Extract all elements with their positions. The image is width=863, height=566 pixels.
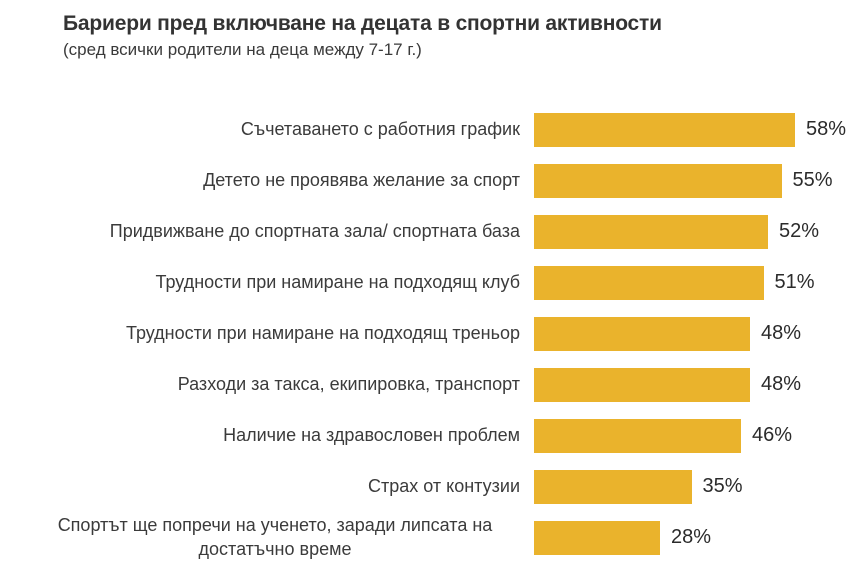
bar-value: 58% <box>806 118 847 140</box>
bar-value: 35% <box>702 475 743 497</box>
bar-label-cell: Спортът ще попречи на ученето, заради ли… <box>30 514 520 561</box>
bar <box>534 112 795 147</box>
bar-row: Спортът ще попречи на ученето, заради ли… <box>30 512 863 563</box>
bar-row: Трудности при намиране на подходящ клуб … <box>30 257 863 308</box>
bar <box>534 163 782 198</box>
bar-label-cell: Придвижване до спортната зала/ спортната… <box>30 220 520 243</box>
bar-cell: 58% <box>534 112 847 147</box>
bar-value: 51% <box>774 271 815 293</box>
chart-title: Бариери пред включване на децата в спорт… <box>63 12 662 35</box>
bar-label: Разходи за такса, екипировка, транспорт <box>177 373 520 394</box>
bar-cell: 51% <box>534 265 815 300</box>
bar-row: Разходи за такса, екипировка, транспорт … <box>30 359 863 410</box>
bar-label: Съчетаването с работния график <box>240 118 520 139</box>
bar-label-cell: Трудности при намиране на подходящ трень… <box>30 322 520 345</box>
bar-label-cell: Детето не проявява желание за спорт <box>30 169 520 192</box>
bar-label: Детето не проявява желание за спорт <box>203 169 520 190</box>
bar-value: 46% <box>752 424 793 446</box>
bar <box>534 520 660 555</box>
bar-label: Трудности при намиране на подходящ клуб <box>155 271 521 292</box>
bar-label-cell: Страх от контузии <box>30 475 520 498</box>
bar-label: Трудности при намиране на подходящ трень… <box>125 322 520 343</box>
bar-label: Придвижване до спортната зала/ спортната… <box>109 220 520 241</box>
bar-value: 48% <box>761 322 802 344</box>
bar-row: Трудности при намиране на подходящ трень… <box>30 308 863 359</box>
bar-value: 48% <box>761 373 802 395</box>
bar-cell: 48% <box>534 316 802 351</box>
bar <box>534 265 764 300</box>
bar-label: Наличие на здравословен проблем <box>223 424 520 445</box>
bar <box>534 367 750 402</box>
bar-row: Съчетаването с работния график 58% <box>30 104 863 155</box>
bar <box>534 469 692 504</box>
bar-label-cell: Трудности при намиране на подходящ клуб <box>30 271 521 294</box>
bar-cell: 35% <box>534 469 743 504</box>
bar-value: 55% <box>792 169 833 191</box>
chart-header: Бариери пред включване на децата в спорт… <box>0 0 863 60</box>
chart-subtitle: (сред всички родители на деца между 7-17… <box>63 40 422 59</box>
bar-label-cell: Съчетаването с работния график <box>30 118 520 141</box>
bar-cell: 55% <box>534 163 833 198</box>
bar <box>534 418 741 453</box>
bar-cell: 48% <box>534 367 802 402</box>
bar <box>534 214 768 249</box>
bar-cell: 52% <box>534 214 820 249</box>
bar-rows: Съчетаването с работния график 58% Детет… <box>0 60 863 563</box>
bar-label: Спортът ще попречи на ученето, заради ли… <box>57 515 493 559</box>
bar-label-cell: Наличие на здравословен проблем <box>30 424 520 447</box>
bar-row: Наличие на здравословен проблем 46% <box>30 410 863 461</box>
bar-row: Придвижване до спортната зала/ спортната… <box>30 206 863 257</box>
bar-value: 52% <box>779 220 820 242</box>
bar-label: Страх от контузии <box>368 475 520 496</box>
bar-row: Детето не проявява желание за спорт 55% <box>30 155 863 206</box>
bar-cell: 28% <box>534 520 712 555</box>
bar-row: Страх от контузии 35% <box>30 461 863 512</box>
bar-value: 28% <box>671 526 712 548</box>
bar <box>534 316 750 351</box>
bar-label-cell: Разходи за такса, екипировка, транспорт <box>30 373 520 396</box>
bar-cell: 46% <box>534 418 793 453</box>
